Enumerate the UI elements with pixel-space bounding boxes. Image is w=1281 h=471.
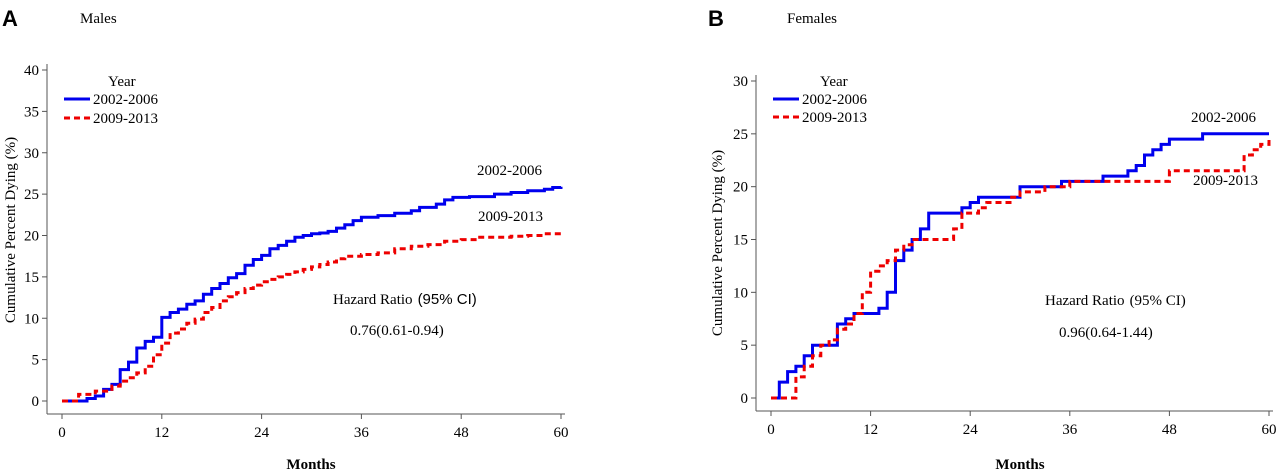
- legend-title: Year: [820, 74, 848, 90]
- hazard-ratio-value: 0.76(0.61-0.94): [350, 323, 444, 339]
- legend-title: Year: [108, 74, 136, 90]
- x-axis-label: Months: [286, 457, 335, 471]
- y-tick-label: 30: [733, 74, 748, 90]
- y-tick-label: 35: [24, 104, 39, 120]
- y-tick-label: 5: [32, 353, 40, 369]
- legend: Year 2002-2006 2009-2013: [773, 74, 867, 126]
- x-tick-label: 24: [963, 422, 979, 438]
- x-tick-label: 48: [1162, 422, 1177, 438]
- hazard-ratio-label: Hazard Ratio (95% CI): [1045, 293, 1186, 309]
- y-axis-label: Cumulative Percent Dying (%): [710, 150, 726, 336]
- hazard-ratio-prefix: Hazard Ratio: [1045, 293, 1125, 309]
- y-tick-label: 10: [24, 311, 39, 327]
- x-tick-label: 36: [1062, 422, 1078, 438]
- x-tick-label: 12: [863, 422, 878, 438]
- series-end-label-2009-2013: 2009-2013: [478, 209, 543, 225]
- x-tick-label: 0: [767, 422, 775, 438]
- y-tick-label: 10: [733, 285, 748, 301]
- x-axis-label: Months: [995, 457, 1044, 471]
- x-tick-label: 60: [554, 425, 569, 441]
- panel-males: A Males Cumulative Percent Dying (%) Mon…: [2, 6, 569, 471]
- panel-letter: B: [708, 6, 724, 31]
- legend: Year 2002-2006 2009-2013: [64, 74, 158, 127]
- legend-entry-2002-2006: 2002-2006: [93, 92, 158, 108]
- chart-title: Males: [80, 11, 117, 27]
- x-tick-label: 48: [454, 425, 469, 441]
- hazard-ratio-ci: (95% CI): [1130, 293, 1186, 309]
- y-axis-label: Cumulative Percent Dying (%): [3, 137, 19, 323]
- panel-females: B Females Cumulative Percent Dying (%) M…: [708, 6, 1277, 471]
- y-tick-label: 25: [24, 187, 39, 203]
- legend-entry-2002-2006: 2002-2006: [802, 92, 867, 108]
- y-tick-label: 0: [32, 394, 40, 410]
- hazard-ratio-ci: (95% CI): [418, 291, 477, 308]
- chart-title: Females: [787, 11, 837, 27]
- series-end-label-2009-2013: 2009-2013: [1193, 173, 1258, 189]
- hazard-ratio-prefix: Hazard Ratio: [333, 292, 413, 308]
- x-tick-label: 0: [58, 425, 66, 441]
- y-tick-label: 30: [24, 146, 39, 162]
- hazard-ratio-label: Hazard Ratio (95% CI): [333, 291, 477, 308]
- y-tick-label: 0: [741, 391, 749, 407]
- legend-entry-2009-2013: 2009-2013: [802, 110, 867, 126]
- series-end-label-2002-2006: 2002-2006: [477, 163, 542, 179]
- x-tick-label: 12: [154, 425, 169, 441]
- legend-entry-2009-2013: 2009-2013: [93, 111, 158, 127]
- x-tick-label: 60: [1262, 422, 1277, 438]
- hazard-ratio-value: 0.96(0.64-1.44): [1059, 325, 1153, 341]
- y-tick-label: 20: [24, 229, 39, 245]
- y-tick-label: 15: [24, 270, 39, 286]
- y-tick-label: 5: [741, 338, 749, 354]
- y-tick-label: 40: [24, 63, 39, 79]
- axes: 0 12 24 36 48 60 0 5 10 15 20 25 30: [733, 74, 1277, 438]
- x-tick-label: 24: [254, 425, 270, 441]
- figure: A Males Cumulative Percent Dying (%) Mon…: [0, 0, 1281, 471]
- y-tick-label: 20: [733, 180, 748, 196]
- y-tick-label: 15: [733, 233, 748, 249]
- series-line-2009-2013: [62, 232, 561, 401]
- series-end-label-2002-2006: 2002-2006: [1191, 110, 1256, 126]
- panel-letter: A: [2, 6, 18, 31]
- y-tick-label: 25: [733, 127, 748, 143]
- x-tick-label: 36: [354, 425, 370, 441]
